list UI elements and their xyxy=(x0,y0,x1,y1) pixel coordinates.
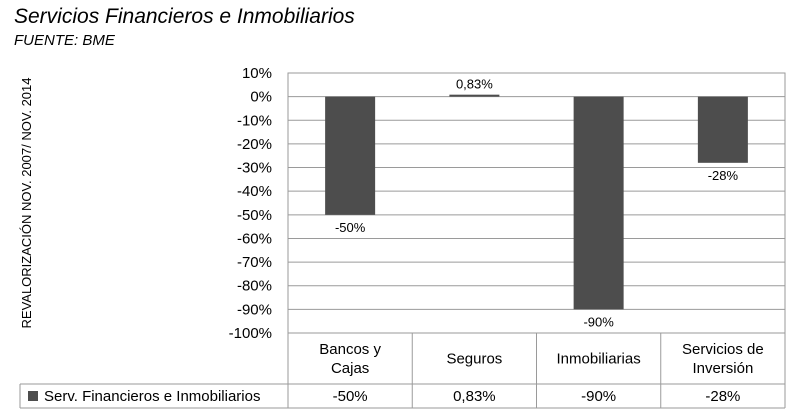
data-label: -50% xyxy=(335,220,366,235)
data-label: 0,83% xyxy=(456,77,493,92)
bar xyxy=(697,96,748,163)
y-tick-label: -50% xyxy=(237,207,272,224)
legend-label: Serv. Financieros e Inmobiliarios xyxy=(44,388,260,405)
y-tick-label: -80% xyxy=(237,278,272,295)
legend-swatch xyxy=(28,391,38,401)
data-label: -90% xyxy=(583,314,614,329)
category-label: Seguros xyxy=(446,351,502,368)
y-tick-label: -60% xyxy=(237,230,272,247)
y-axis-label: REVALORIZACIÓN NOV. 2007/ NOV. 2014 xyxy=(19,78,34,329)
table-value: -50% xyxy=(333,388,368,405)
chart-title: Servicios Financieros e Inmobiliarios xyxy=(14,5,355,28)
table-value: 0,83% xyxy=(453,388,496,405)
category-label: Servicios de xyxy=(682,341,764,358)
y-tick-label: -100% xyxy=(229,325,272,342)
y-tick-label: 0% xyxy=(250,89,272,106)
bar xyxy=(449,94,500,97)
y-tick-label: -20% xyxy=(237,136,272,153)
y-tick-label: -40% xyxy=(237,183,272,200)
table-value: -90% xyxy=(581,388,616,405)
bar xyxy=(325,96,376,215)
category-label: Cajas xyxy=(331,360,369,377)
table-value: -28% xyxy=(705,388,740,405)
y-tick-label: -90% xyxy=(237,301,272,318)
y-tick-label: -70% xyxy=(237,254,272,271)
y-tick-label: 10% xyxy=(242,65,272,82)
category-label: Inversión xyxy=(692,360,753,377)
y-tick-label: -10% xyxy=(237,112,272,129)
bar xyxy=(573,96,624,310)
data-label: -28% xyxy=(708,168,739,183)
chart-subtitle: FUENTE: BME xyxy=(14,32,115,49)
y-tick-label: -30% xyxy=(237,160,272,177)
category-label: Bancos y xyxy=(319,341,381,358)
category-label: Inmobiliarias xyxy=(557,351,641,368)
